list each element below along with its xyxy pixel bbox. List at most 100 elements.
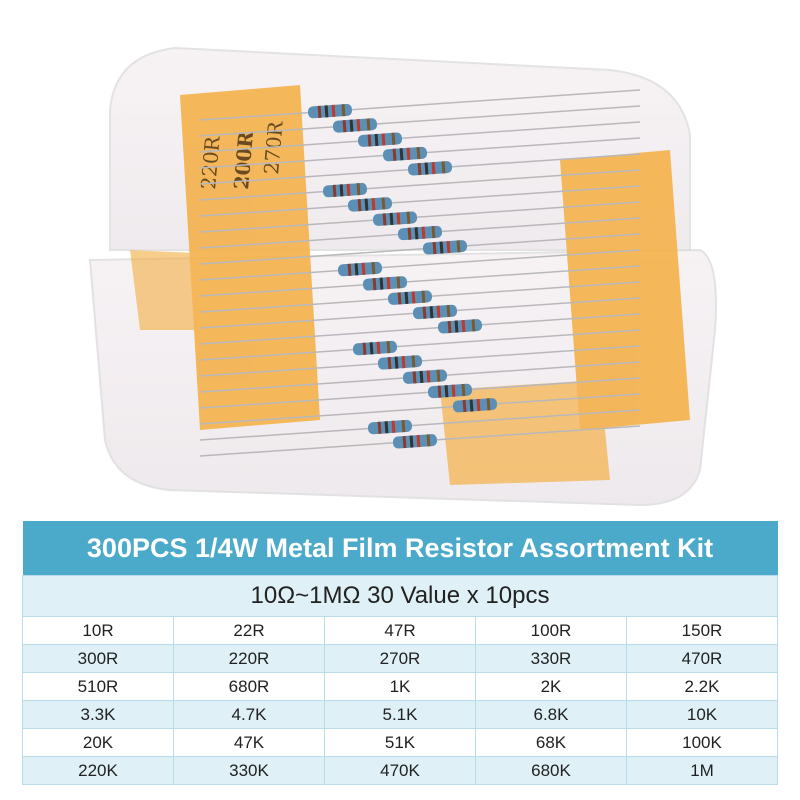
resistor-band — [412, 371, 417, 384]
resistor-band — [386, 341, 391, 354]
resistor-lead — [199, 169, 641, 201]
resistor-band — [461, 319, 466, 333]
resistor-band — [366, 118, 371, 131]
resistor-band — [372, 278, 377, 291]
resistor-band — [471, 319, 476, 332]
resistor-band — [391, 132, 396, 145]
resistor-band — [421, 226, 426, 239]
resistor-lead — [199, 89, 641, 121]
resistor-lead — [199, 105, 641, 137]
resistor-band — [381, 197, 386, 210]
resistor-value-cell: 510R — [22, 672, 174, 701]
resistor-band — [349, 119, 354, 132]
resistor-value-cell: 220K — [22, 756, 174, 785]
resistor-value-cell: 68K — [475, 728, 627, 757]
resistor-band — [392, 148, 397, 161]
resistor-band — [341, 104, 346, 117]
resistor-band — [426, 434, 431, 447]
resistor-value-cell: 4.7K — [173, 700, 325, 729]
resistor-lead — [199, 393, 641, 425]
resistor-band — [379, 277, 384, 290]
resistor-band — [424, 162, 429, 175]
table-row: 3.3K 4.7K 5.1K 6.8K 10K — [22, 700, 778, 729]
resistor-band — [441, 161, 446, 174]
resistor-value-cell: 10K — [626, 700, 778, 729]
resistor-band — [386, 277, 391, 290]
resistor-band — [371, 262, 376, 275]
table-subtitle: 10Ω~1MΩ 30 Value x 10pcs — [22, 575, 778, 617]
resistor-band — [332, 184, 337, 197]
resistor-value-cell: 10R — [22, 616, 174, 645]
resistor-band — [432, 241, 437, 255]
table-row: 220K 330K 470K 680K 1M — [22, 756, 778, 785]
resistor-band — [447, 320, 452, 334]
resistor-band — [462, 399, 467, 413]
resistor-band — [397, 292, 402, 305]
resistors — [199, 89, 641, 457]
resistor-band — [371, 198, 376, 211]
resistor-lead — [199, 377, 641, 409]
resistor-band — [454, 320, 459, 333]
product-photo: 220R 200R 270R — [88, 46, 717, 507]
resistor-band — [356, 183, 361, 196]
resistor-band — [451, 384, 456, 397]
resistor-lead — [199, 265, 641, 297]
resistor-band — [421, 290, 426, 303]
resistor-value-cell: 150R — [626, 616, 778, 645]
resistor-value-cell: 100R — [475, 616, 627, 645]
resistor-lead — [199, 121, 641, 153]
resistor-band — [369, 342, 374, 355]
resistor-band — [367, 134, 372, 147]
resistor-band — [357, 199, 362, 212]
resistor-band — [469, 399, 474, 412]
table-title: 300PCS 1/4W Metal Film Resistor Assortme… — [22, 521, 778, 576]
resistor-band — [374, 133, 379, 147]
resistor-value-cell: 5.1K — [324, 700, 476, 729]
resistor-lead — [199, 201, 641, 233]
resistor-lead — [199, 249, 641, 281]
resistor-band — [394, 356, 399, 369]
resistor-band — [431, 161, 436, 175]
resistor-value-cell: 270R — [324, 644, 476, 673]
resistor-band — [414, 227, 419, 240]
resistor-band — [396, 276, 401, 289]
resistor-value-cell: 680K — [475, 756, 627, 785]
resistor-band — [342, 120, 347, 133]
resistor-band — [364, 198, 369, 211]
table-row: 510R 680R 1K 2K 2.2K — [22, 672, 778, 701]
resistor-lead — [199, 409, 641, 441]
resistor-value-cell: 220R — [173, 644, 325, 673]
resistor-band — [417, 162, 422, 176]
resistor-band — [416, 146, 421, 160]
resistor-band — [426, 370, 431, 383]
resistor-band — [406, 147, 411, 160]
resistor-value-cell: 22R — [173, 616, 325, 645]
resistor-value-table: 300PCS 1/4W Metal Film Resistor Assortme… — [22, 521, 778, 785]
resistor-band — [409, 435, 414, 448]
resistor-lead — [199, 329, 641, 361]
resistor-value-cell: 470R — [626, 644, 778, 673]
resistor-lead — [199, 313, 641, 345]
resistor-band — [411, 355, 416, 368]
resistor-band — [401, 420, 406, 433]
resistor-band — [406, 211, 411, 224]
resistor-band — [339, 184, 344, 197]
table-row: 300R 220R 270R 330R 470R — [22, 644, 778, 673]
resistor-band — [456, 240, 461, 253]
resistor-band — [389, 212, 394, 226]
resistor-value-cell: 51K — [324, 728, 476, 757]
resistor-band — [354, 263, 359, 276]
resistor-band — [401, 356, 406, 369]
strip-label: 220R — [196, 134, 225, 190]
resistor-band — [391, 420, 396, 433]
resistor-band — [382, 213, 387, 226]
resistor-band — [431, 225, 436, 239]
resistor-band — [476, 398, 481, 412]
resistor-band — [407, 227, 412, 240]
resistor-band — [376, 341, 381, 354]
resistor-band — [446, 240, 451, 254]
resistor-band — [377, 421, 382, 434]
resistor-value-cell: 330R — [475, 644, 627, 673]
resistor-band — [422, 306, 427, 319]
resistor-value-cell: 2.2K — [626, 672, 778, 701]
